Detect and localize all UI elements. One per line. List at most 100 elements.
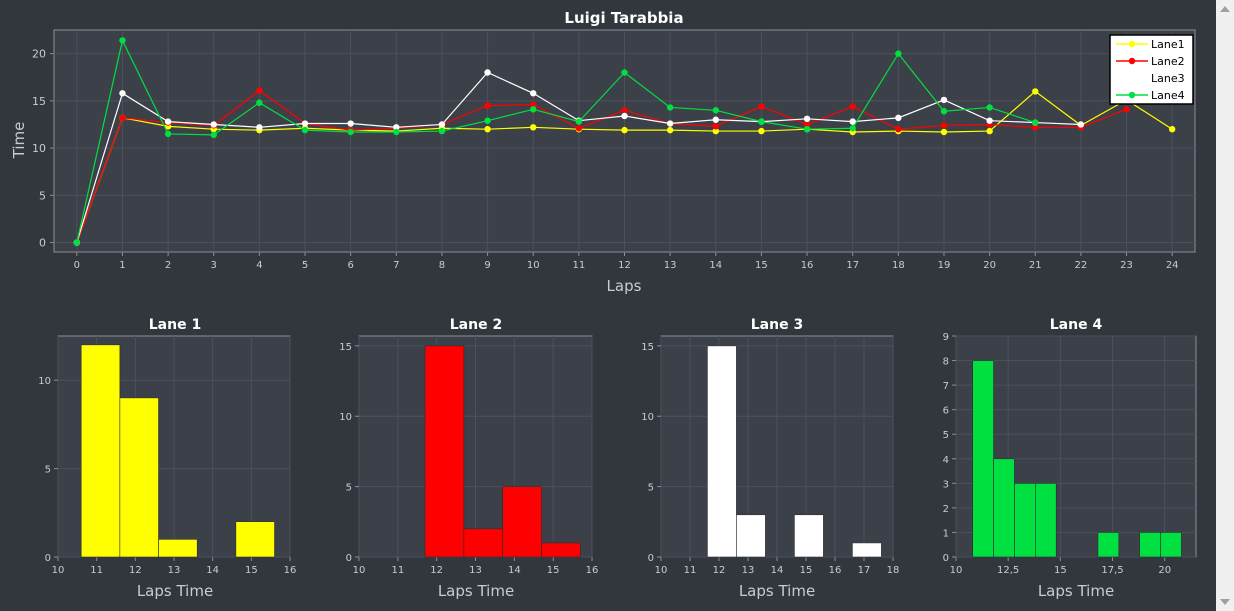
y-tick-label: 5 xyxy=(45,465,51,476)
series-line-lane2 xyxy=(76,89,1127,243)
y-axis-label: Time xyxy=(10,122,28,160)
x-tick-label: 11 xyxy=(90,565,103,576)
data-point-lane4 xyxy=(347,128,354,136)
data-point-lane1 xyxy=(1168,125,1176,133)
data-point-lane4 xyxy=(712,107,719,114)
lane-1-x-label: Laps Time xyxy=(137,582,213,600)
data-point-lane4 xyxy=(484,117,491,124)
x-tick-label: 17 xyxy=(846,260,859,271)
y-tick-label: 2 xyxy=(943,504,949,515)
x-tick-label: 1 xyxy=(119,260,125,271)
data-point-lane3 xyxy=(666,120,674,127)
data-point-lane1 xyxy=(484,125,491,133)
data-point-lane3 xyxy=(712,116,719,123)
x-tick-label: 15 xyxy=(1054,565,1067,576)
data-point-lane4 xyxy=(530,106,537,113)
x-tick-label: 13 xyxy=(168,565,181,576)
data-point-lane2 xyxy=(256,87,263,94)
data-point-lane4 xyxy=(1032,119,1039,126)
x-tick-label: 16 xyxy=(829,565,842,576)
x-tick-label: 14 xyxy=(508,565,521,576)
x-tick-label: 11 xyxy=(572,260,585,271)
x-tick-label: 21 xyxy=(1029,260,1042,271)
data-point-lane4 xyxy=(438,127,446,135)
histogram-bar xyxy=(794,514,824,558)
x-tick-label: 10 xyxy=(655,565,668,576)
chart-title: Luigi Tarabbia xyxy=(564,9,683,27)
y-tick-label: 0 xyxy=(39,237,46,250)
x-tick-label: 14 xyxy=(206,565,219,576)
data-point-lane4 xyxy=(393,128,400,136)
data-point-lane2 xyxy=(1032,124,1039,131)
x-tick-label: 16 xyxy=(801,260,814,271)
data-point-lane2 xyxy=(849,103,856,110)
x-tick-label: 16 xyxy=(284,565,297,576)
lane-3-x-label: Laps Time xyxy=(739,582,815,600)
x-tick-label: 16 xyxy=(586,565,599,576)
vertical-scrollbar[interactable] xyxy=(1216,0,1234,611)
lane-4-x-label: Laps Time xyxy=(1038,582,1114,600)
x-tick-label: 22 xyxy=(1075,260,1088,271)
x-tick-label: 23 xyxy=(1120,260,1133,271)
y-tick-label: 7 xyxy=(943,381,949,392)
lap-times-line-chart: Luigi Tarabbia Time Laps 0 1 2 3 4 5 6 7 8 9 10 11 1… xyxy=(10,9,1196,295)
histogram-bar xyxy=(1097,532,1120,558)
legend-label: Lane4 xyxy=(1151,89,1185,102)
y-tick-label: 0 xyxy=(943,553,949,564)
histogram-bar xyxy=(972,360,994,558)
x-tick-label: 5 xyxy=(302,260,308,271)
x-tick-label: 9 xyxy=(484,260,490,271)
data-point-lane3 xyxy=(210,121,217,128)
series-line-lane4 xyxy=(76,38,1036,243)
data-point-lane1 xyxy=(1032,88,1039,95)
data-point-lane4 xyxy=(986,104,993,111)
x-tick-label: 17,5 xyxy=(1101,565,1123,576)
data-point-lane1 xyxy=(986,127,993,135)
x-tick-label: 0 xyxy=(74,260,80,271)
data-point-lane4 xyxy=(119,37,126,44)
scroll-up-arrow-icon[interactable] xyxy=(1220,6,1230,12)
scroll-down-arrow-icon[interactable] xyxy=(1220,599,1230,605)
histogram-bar xyxy=(1014,483,1036,558)
x-tick-label: 6 xyxy=(347,260,353,271)
data-point-lane1 xyxy=(712,127,719,135)
histogram-bar xyxy=(707,345,737,558)
histogram-bar xyxy=(1160,532,1182,558)
x-tick-label: 12 xyxy=(129,565,142,576)
legend-marker xyxy=(1128,40,1136,48)
lane-4-title: Lane 4 xyxy=(1050,317,1103,333)
y-tick-label: 1 xyxy=(943,528,949,539)
data-point-lane3 xyxy=(301,120,309,127)
y-tick-label: 5 xyxy=(943,430,949,441)
x-tick-label: 14 xyxy=(709,260,722,271)
data-point-lane3 xyxy=(803,115,811,123)
data-point-lane3 xyxy=(119,90,126,97)
legend-label: Lane2 xyxy=(1151,55,1185,68)
histogram-bar xyxy=(1139,532,1161,558)
y-tick-label: 15 xyxy=(641,342,654,353)
data-point-lane3 xyxy=(530,90,537,97)
y-tick-label: 15 xyxy=(339,342,352,353)
lane-3-histogram: Lane 3 Laps Time 10 11 12 13 14 15 16 17 18 0 5 10 1… xyxy=(641,317,899,600)
x-tick-label: 11 xyxy=(684,565,697,576)
y-tick-label: 5 xyxy=(648,483,654,494)
data-point-lane4 xyxy=(73,239,81,246)
lane-1-title: Lane 1 xyxy=(149,317,201,333)
x-tick-label: 12 xyxy=(618,260,631,271)
x-tick-label: 10 xyxy=(52,565,65,576)
y-tick-label: 5 xyxy=(346,483,352,494)
data-point-lane3 xyxy=(438,121,446,128)
data-point-lane2 xyxy=(758,103,765,110)
data-point-lane2 xyxy=(119,114,126,122)
data-point-lane3 xyxy=(164,118,172,125)
x-tick-label: 15 xyxy=(800,565,813,576)
x-tick-label: 20 xyxy=(983,260,996,271)
y-tick-label: 10 xyxy=(38,376,51,387)
data-point-lane2 xyxy=(575,125,583,132)
y-tick-label: 9 xyxy=(943,332,949,343)
legend-box xyxy=(1109,34,1194,105)
data-point-lane3 xyxy=(940,96,948,104)
legend-marker xyxy=(1128,57,1136,65)
data-point-lane3 xyxy=(1077,121,1085,128)
histogram-bar xyxy=(541,542,581,558)
